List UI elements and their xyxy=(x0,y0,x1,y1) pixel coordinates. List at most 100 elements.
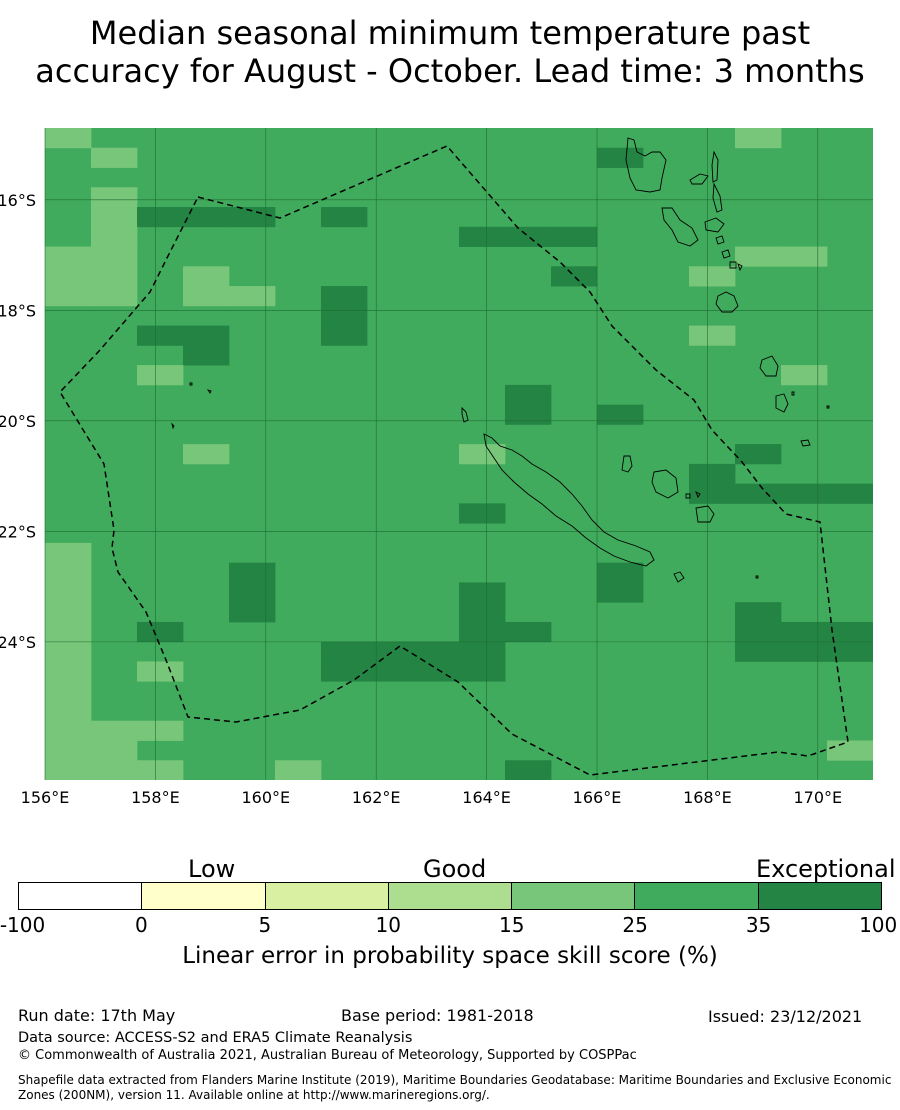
legend-swatch xyxy=(512,883,636,909)
coast-chesterfield xyxy=(171,382,212,430)
skill-cell xyxy=(597,562,644,583)
skill-cell xyxy=(45,760,92,780)
skill-cell xyxy=(137,207,184,228)
skill-cell xyxy=(459,621,506,643)
skill-cell xyxy=(459,503,506,524)
skill-cell xyxy=(689,325,736,346)
skill-cell xyxy=(367,661,414,682)
coast-aneityum xyxy=(800,439,811,447)
coast-futuna xyxy=(791,391,830,409)
skill-cell xyxy=(735,483,782,504)
skill-cell xyxy=(781,365,828,386)
legend-tick-label: 0 xyxy=(135,913,148,937)
skill-cell xyxy=(229,582,276,603)
skill-cell xyxy=(459,641,506,662)
skill-cell xyxy=(91,187,138,208)
shapefile-credit: Shapefile data extracted from Flanders M… xyxy=(18,1073,892,1102)
run-date: Run date: 17th May xyxy=(18,1006,176,1025)
skill-cell xyxy=(183,266,230,287)
skill-cell xyxy=(827,740,873,761)
coast-mare xyxy=(695,505,715,523)
base-period: Base period: 1981-2018 xyxy=(341,1006,534,1025)
skill-cell xyxy=(229,286,276,307)
legend-colorbar xyxy=(18,882,882,910)
skill-cell xyxy=(229,207,276,228)
eez-boundary xyxy=(59,145,849,776)
skill-cell xyxy=(137,325,184,346)
skill-cell xyxy=(45,246,92,267)
skill-cell xyxy=(45,286,92,307)
skill-cell xyxy=(137,760,184,780)
skill-cell xyxy=(45,700,92,722)
skill-cell xyxy=(137,661,184,682)
skill-cell xyxy=(91,207,138,228)
issued-date: Issued: 23/12/2021 xyxy=(708,1007,863,1026)
skill-cell xyxy=(91,740,138,761)
skill-cell xyxy=(137,365,184,386)
axis-labels: 156°E 158°E 160°E 162°E 164°E 166°E 168°E 170°E… xyxy=(0,191,842,807)
skill-cell xyxy=(459,582,506,603)
skill-cell xyxy=(321,661,368,682)
coast-lifou xyxy=(651,469,679,499)
skill-cell xyxy=(183,444,230,465)
skill-cell xyxy=(321,325,368,346)
skill-cell xyxy=(45,562,92,583)
skill-cell xyxy=(735,246,782,267)
legend-swatch xyxy=(758,883,881,909)
skill-cell xyxy=(183,325,230,346)
skill-cell xyxy=(459,661,506,682)
skill-cell xyxy=(827,483,873,504)
skill-cell xyxy=(551,226,598,247)
skill-cell xyxy=(45,582,92,603)
latitude-tick-label: 20°S xyxy=(0,412,36,431)
legend-exceptional-label: Exceptional xyxy=(756,855,896,883)
legend-good-label: Good xyxy=(423,855,487,883)
skill-cell xyxy=(45,621,92,643)
skill-cell xyxy=(137,621,184,643)
data-source: Data source: ACCESS-S2 and ERA5 Climate … xyxy=(18,1030,413,1046)
skill-cell xyxy=(781,246,828,267)
skill-cell xyxy=(183,345,230,366)
coast-tanna xyxy=(775,393,789,413)
latitude-tick-label: 18°S xyxy=(0,301,36,320)
skill-cell xyxy=(459,444,506,465)
coast-efate xyxy=(715,291,739,313)
skill-cell xyxy=(45,641,92,662)
skill-map: 156°E 158°E 160°E 162°E 164°E 166°E 168°E 170°E… xyxy=(0,128,873,807)
skill-cell xyxy=(45,740,92,761)
skill-cell xyxy=(91,760,138,780)
coast-grande-terre xyxy=(483,433,655,567)
skill-cell xyxy=(505,384,552,406)
legend-swatch xyxy=(19,883,143,909)
coast-belep xyxy=(461,406,469,423)
skill-cell xyxy=(91,286,138,307)
skill-cell xyxy=(689,266,736,287)
skill-cell xyxy=(137,720,184,741)
skill-cell xyxy=(321,286,368,307)
skill-cell xyxy=(505,226,552,247)
skill-cell xyxy=(689,463,736,485)
skill-cell xyxy=(45,542,92,564)
longitude-tick-label: 164°E xyxy=(462,788,511,807)
skill-cell xyxy=(735,444,782,465)
skill-cell xyxy=(91,266,138,287)
skill-cell xyxy=(91,720,138,741)
legend-tick-label: 100 xyxy=(859,913,898,937)
coast-walpole xyxy=(755,575,759,579)
skill-cell xyxy=(229,562,276,583)
skill-cell xyxy=(505,621,552,643)
longitude-tick-label: 168°E xyxy=(683,788,732,807)
skill-cell xyxy=(367,641,414,662)
map-title-line-2: accuracy for August - October. Lead time… xyxy=(35,52,865,90)
skill-cell xyxy=(321,641,368,662)
skill-cell xyxy=(597,582,644,603)
legend-tick-label: 15 xyxy=(498,913,525,937)
legend-swatch xyxy=(142,883,266,909)
latitude-tick-label: 16°S xyxy=(0,191,36,210)
legend-tick-label: 35 xyxy=(745,913,772,937)
coast-shepherd xyxy=(721,249,743,272)
coast-isle-of-pines xyxy=(673,571,685,583)
coast-espiritu-santo xyxy=(625,137,667,193)
skill-cell xyxy=(597,404,644,425)
skill-cell xyxy=(45,661,92,682)
